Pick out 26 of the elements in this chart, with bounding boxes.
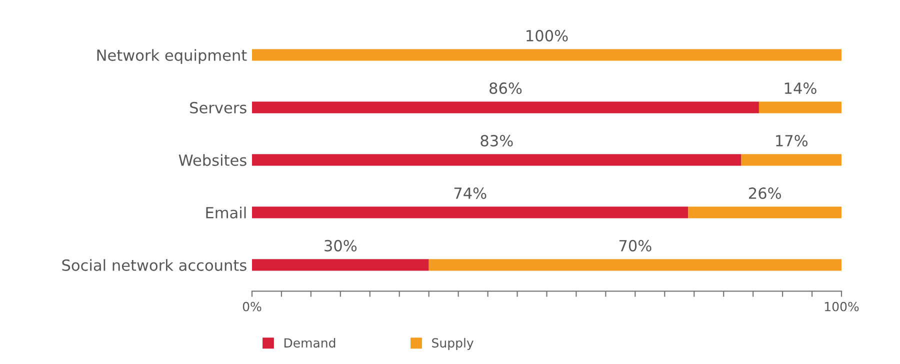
legend-label: Demand [284, 338, 336, 348]
data-label: 86% [490, 82, 522, 94]
bar [741, 154, 842, 166]
data-label: 83% [480, 134, 513, 146]
bar [252, 206, 688, 218]
bar [758, 102, 842, 114]
y-tick-label: Email [206, 206, 246, 218]
bar [252, 259, 429, 271]
bar [252, 49, 842, 61]
data-label: 74% [454, 187, 486, 199]
bar [252, 154, 742, 166]
data-label: 17% [776, 134, 808, 146]
y-tick-label: Websites [178, 154, 246, 166]
legend-label: Supply [432, 338, 474, 350]
data-label: 100% [526, 30, 568, 42]
y-tick-label: Servers [190, 102, 246, 114]
x-tick-label: 0% [242, 302, 262, 312]
data-label: 26% [749, 187, 781, 199]
bar [688, 206, 842, 218]
bar [428, 259, 842, 271]
data-label: 30% [324, 240, 357, 252]
bar [252, 102, 759, 114]
data-label: 14% [784, 82, 816, 94]
y-tick-label: Social network accounts [62, 259, 246, 271]
data-label: 70% [619, 240, 652, 252]
y-tick-label: Network equipment [97, 49, 247, 64]
